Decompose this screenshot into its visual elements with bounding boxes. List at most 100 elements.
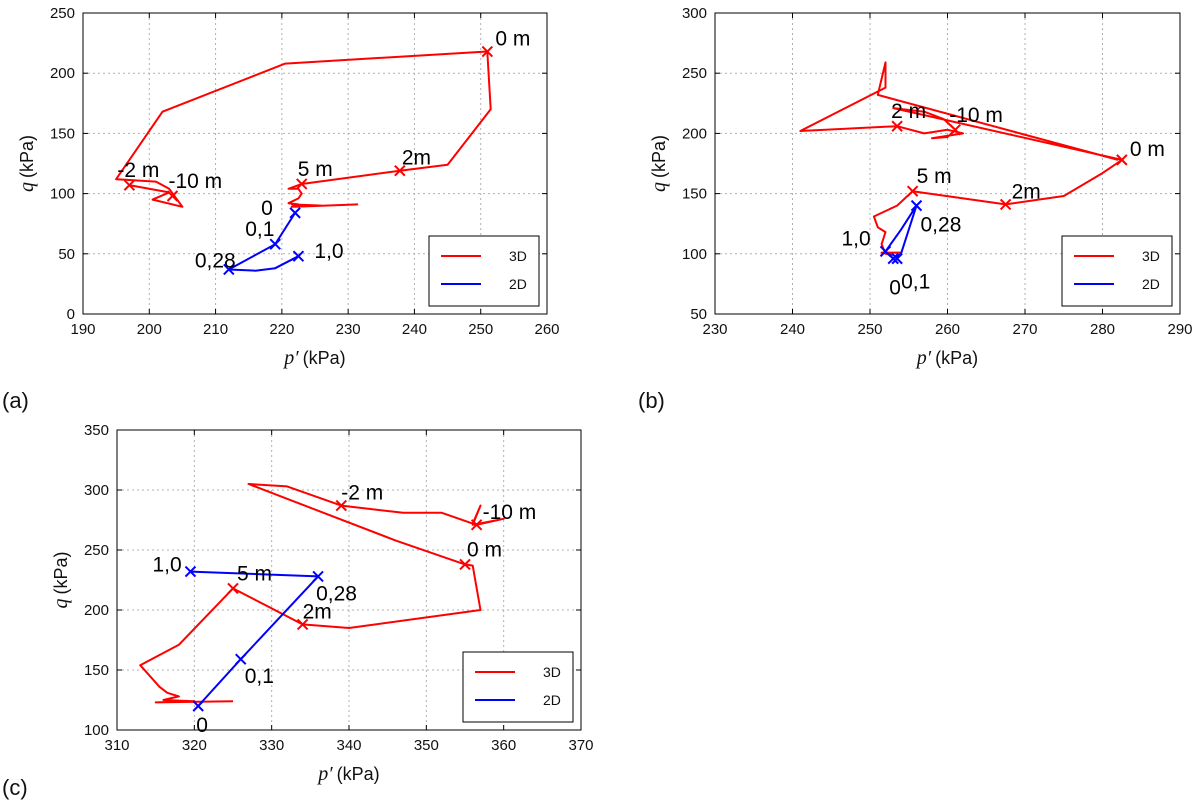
point-annotation: -10 m — [168, 170, 222, 193]
data-marker — [481, 45, 494, 58]
y-axis-label: q (kPa) — [648, 135, 670, 192]
data-marker — [949, 124, 961, 136]
x-tick-label: 210 — [203, 321, 228, 338]
data-marker — [123, 179, 136, 191]
marker-stroke — [123, 179, 136, 191]
y-tick-label: 250 — [50, 5, 75, 22]
y-tick-label: 350 — [84, 422, 109, 439]
x-tick-label: 280 — [1090, 321, 1115, 338]
point-annotation: 5 m — [237, 562, 272, 585]
point-annotation: 0,1 — [901, 271, 930, 294]
x-axis-unit: (kPa) — [935, 348, 978, 368]
series-line-3d — [115, 50, 492, 208]
x-tick-label: 370 — [568, 737, 593, 754]
marker-stroke — [296, 178, 308, 190]
y-axis-unit: (kPa) — [649, 135, 669, 178]
data-marker — [184, 565, 197, 578]
x-tick-label: 340 — [336, 737, 361, 754]
marker-stroke — [227, 582, 239, 595]
panel-b-chart: 230 240 250 260 270 280 290 50 100 150 200 250 300 p′… — [638, 5, 1193, 413]
x-tick-label: 290 — [1167, 321, 1192, 338]
marker-stroke — [192, 700, 204, 712]
marker-stroke — [879, 245, 892, 258]
y-tick-label: 100 — [50, 186, 75, 203]
point-annotation: -10 m — [483, 501, 537, 524]
marker-stroke — [166, 190, 179, 202]
x-tick-label: 310 — [104, 737, 129, 754]
x-tick-label: 250 — [857, 321, 882, 338]
x-axis-label: p′ (kPa) — [316, 763, 379, 785]
x-axis-variable: p′ — [282, 347, 299, 369]
data-marker — [235, 653, 247, 665]
marker-stroke — [184, 565, 197, 578]
x-tick-label: 330 — [259, 737, 284, 754]
x-tick-label: 240 — [780, 321, 805, 338]
data-marker — [166, 190, 179, 202]
x-axis-label: p′ (kPa) — [282, 347, 345, 369]
y-tick-label: 300 — [84, 482, 109, 499]
panel-c-chart: 310 320 330 340 350 360 370 100 150 200 250 300 350 p… — [2, 422, 594, 800]
x-axis-variable: p′ — [316, 763, 333, 785]
y-tick-label: 200 — [50, 65, 75, 82]
marker-stroke — [223, 263, 235, 276]
marker-stroke — [289, 207, 301, 219]
marker-stroke — [235, 653, 247, 665]
series-line-2d — [884, 205, 918, 260]
data-marker — [292, 250, 305, 262]
legend-box — [462, 651, 574, 723]
y-axis-label: q (kPa) — [50, 551, 72, 608]
point-annotation: 2m — [1012, 180, 1041, 203]
legend: 3D 2D — [1061, 235, 1173, 307]
point-annotation: -2 m — [117, 159, 159, 182]
legend-label: 3D — [1142, 248, 1160, 264]
x-axis-unit: (kPa) — [303, 348, 346, 368]
point-annotation: 0,28 — [195, 249, 236, 272]
point-annotation: 0,28 — [921, 214, 962, 237]
x-tick-label: 260 — [534, 321, 559, 338]
data-marker — [891, 252, 903, 265]
panel-a-chart: 190 200 210 220 230 240 250 260 0 50 100 150 200 250 p… — [2, 5, 560, 413]
marker-stroke — [999, 198, 1012, 211]
data-marker — [887, 252, 899, 265]
y-tick-label: 100 — [682, 246, 707, 263]
data-marker — [296, 178, 308, 190]
data-marker — [459, 558, 471, 571]
data-marker — [891, 120, 903, 132]
marker-stroke — [470, 519, 483, 531]
y-axis-variable: q — [16, 182, 38, 192]
point-annotation: 1,0 — [314, 240, 343, 263]
point-annotation: 5 m — [298, 158, 333, 181]
marker-stroke — [335, 499, 347, 512]
legend-label: 2D — [1142, 276, 1160, 292]
y-tick-label: 50 — [58, 246, 75, 263]
marker-stroke — [394, 165, 406, 177]
point-annotation: -10 m — [949, 104, 1003, 127]
series-line-3d — [139, 483, 505, 704]
point-annotation: 2m — [303, 600, 332, 623]
x-tick-label: 220 — [269, 321, 294, 338]
legend-label: 3D — [543, 664, 561, 680]
data-marker — [312, 570, 324, 583]
legend-label: 2D — [509, 276, 527, 292]
series-line-2d — [190, 570, 320, 707]
point-annotation: 1,0 — [842, 227, 871, 250]
y-tick-label: 300 — [682, 5, 707, 22]
plot-frame — [82, 12, 548, 315]
legend-box — [1061, 235, 1173, 307]
y-axis-unit: (kPa) — [17, 135, 37, 178]
point-annotation: 0,1 — [245, 218, 274, 241]
legend: 3D 2D — [462, 651, 574, 723]
x-tick-label: 240 — [402, 321, 427, 338]
data-marker — [335, 499, 347, 512]
series-line-3d — [799, 61, 1123, 256]
point-annotation: 0,28 — [316, 582, 357, 605]
x-axis-label: p′ (kPa) — [915, 347, 978, 369]
point-annotation: 2 m — [891, 100, 926, 123]
marker-stroke — [459, 558, 471, 571]
y-tick-label: 200 — [682, 125, 707, 142]
marker-stroke — [891, 120, 903, 132]
marker-stroke — [891, 252, 903, 265]
x-tick-label: 190 — [70, 321, 95, 338]
x-tick-label: 320 — [182, 737, 207, 754]
